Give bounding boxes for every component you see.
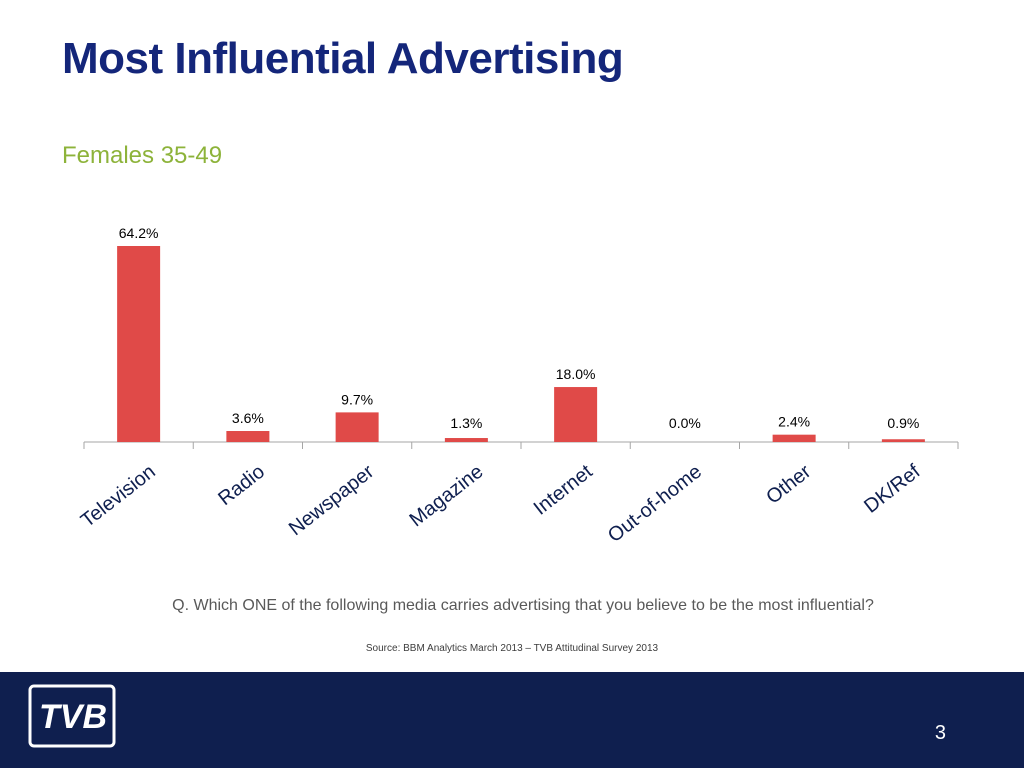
data-label: 9.7% bbox=[341, 391, 373, 407]
data-label: 2.4% bbox=[778, 414, 810, 430]
data-label: 0.9% bbox=[887, 415, 919, 431]
slide-subtitle: Females 35-49 bbox=[62, 142, 223, 169]
x-tick-label: Out-of-home bbox=[604, 461, 706, 547]
bar-magazine bbox=[444, 438, 488, 442]
x-tick-label: Other bbox=[762, 460, 815, 508]
tvb-logo: TVB bbox=[28, 684, 116, 748]
x-tick-label: DK/Ref bbox=[860, 460, 925, 517]
bar-dk-ref bbox=[881, 439, 925, 442]
logo-text: TVB bbox=[39, 698, 107, 736]
source-note: Source: BBM Analytics March 2013 – TVB A… bbox=[365, 643, 659, 654]
data-label: 3.6% bbox=[232, 410, 264, 426]
data-label: 0.0% bbox=[669, 415, 701, 431]
bar-internet bbox=[554, 387, 598, 442]
bar-newspaper bbox=[335, 412, 379, 442]
x-tick-label: Radio bbox=[214, 461, 269, 511]
x-tick-label: Internet bbox=[530, 460, 597, 519]
footer-band: TVB 3 bbox=[0, 672, 1024, 768]
page-number: 3 bbox=[934, 722, 946, 744]
x-tick-label: Magazine bbox=[406, 461, 488, 532]
data-label: 1.3% bbox=[450, 415, 482, 431]
survey-question: Q. Which ONE of the following media carr… bbox=[172, 597, 874, 614]
data-label: 64.2% bbox=[119, 225, 159, 241]
bar-other bbox=[772, 434, 816, 442]
bar-radio bbox=[226, 431, 270, 442]
bar-television bbox=[117, 246, 161, 442]
bar-chart: 64.2% Television 3.6% Radio 9.7% Newspaper 1.3… bbox=[77, 225, 959, 547]
x-tick-label: Newspaper bbox=[285, 460, 379, 540]
x-tick-label: Television bbox=[77, 461, 160, 532]
data-label: 18.0% bbox=[556, 366, 596, 382]
slide-title: Most Influential Advertising bbox=[62, 34, 624, 83]
